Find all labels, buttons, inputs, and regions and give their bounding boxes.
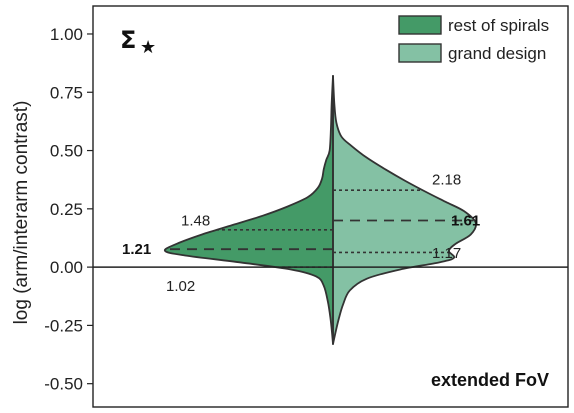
extended-fov-note: extended FoV	[431, 370, 549, 390]
violin-half-grand-design	[332, 75, 477, 345]
y-tick-label: 0.75	[50, 83, 83, 102]
label-rest-median: 1.21	[122, 241, 151, 258]
y-tick-label: -0.25	[44, 316, 83, 335]
plot-frame	[92, 5, 569, 408]
y-tick-label: 0.25	[50, 200, 83, 219]
legend-label-rest-of-spirals: rest of spirals	[448, 16, 549, 35]
label-grand-q3: 2.18	[432, 172, 461, 189]
annotations: Σ ★ extended FoV 1.48 1.21 1.02 2.18 1.61 1.17	[120, 26, 549, 390]
label-grand-q1: 1.17	[432, 245, 461, 262]
legend-label-grand-design: grand design	[448, 44, 546, 63]
y-axis-label: log (arm/interarm contrast)	[11, 101, 32, 325]
label-rest-q3: 1.48	[181, 212, 210, 229]
star-icon: ★	[140, 37, 156, 58]
legend-swatch-grand-design	[398, 43, 442, 63]
sigma-star-label: Σ	[120, 26, 136, 54]
legend: rest of spirals grand design	[398, 15, 549, 63]
violin-half-rest-of-spirals	[163, 75, 334, 345]
label-rest-q1: 1.02	[166, 278, 195, 295]
plot-area	[93, 75, 568, 345]
y-tick-label: 1.00	[50, 25, 83, 44]
y-tick-label: 0.50	[50, 142, 83, 161]
y-tick-label: 0.00	[50, 258, 83, 277]
y-axis: -0.50 -0.25 0.00 0.25 0.50 0.75 1.00 log (arm/i…	[11, 5, 569, 408]
label-grand-median: 1.61	[451, 212, 480, 229]
y-tick-label: -0.50	[44, 375, 83, 394]
legend-swatch-rest-of-spirals	[398, 15, 442, 35]
